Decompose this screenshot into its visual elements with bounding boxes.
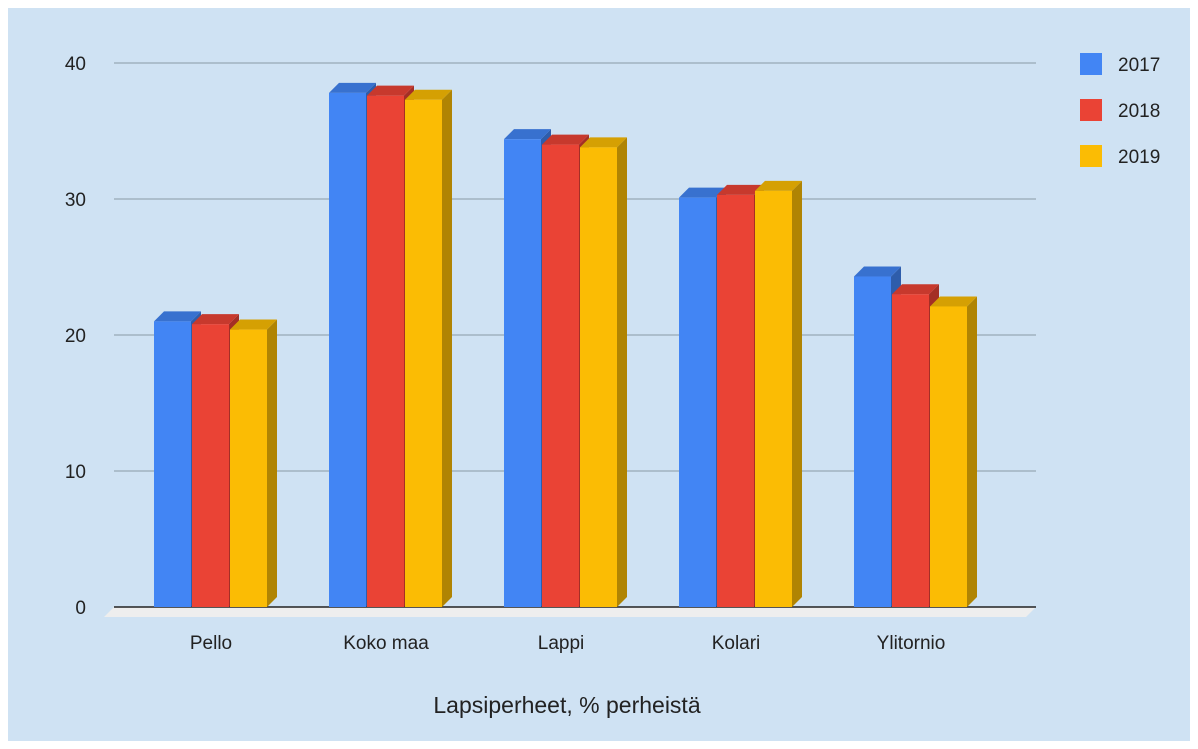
legend-label: 2018 xyxy=(1118,101,1160,122)
legend-item: 2018 xyxy=(1080,99,1160,122)
y-tick-label: 30 xyxy=(65,190,86,211)
y-tick-label: 40 xyxy=(65,54,86,75)
bar xyxy=(230,319,277,607)
bar xyxy=(930,296,977,607)
plot-floor xyxy=(104,607,1036,617)
x-tick-label: Lappi xyxy=(538,633,585,654)
legend-item: 2017 xyxy=(1080,53,1160,76)
x-tick-label: Pello xyxy=(190,633,232,654)
legend-swatch xyxy=(1080,53,1102,75)
bar xyxy=(580,137,627,607)
y-tick-label: 20 xyxy=(65,326,86,347)
bar xyxy=(755,180,802,607)
y-tick-label: 0 xyxy=(75,598,86,619)
x-tick-label: Ylitornio xyxy=(877,633,946,654)
x-tick-label: Koko maa xyxy=(343,633,429,654)
x-axis-title: Lapsiperheet, % perheistä xyxy=(433,692,700,718)
legend-swatch xyxy=(1080,145,1102,167)
legend-label: 2017 xyxy=(1118,55,1160,76)
y-tick-label: 10 xyxy=(65,462,86,483)
legend-swatch xyxy=(1080,99,1102,121)
x-tick-label: Kolari xyxy=(712,633,761,654)
chart-area: 0 10 20 30 40 Pello Koko maa Lappi Kolari Ylitor… xyxy=(8,8,1190,741)
legend-label: 2019 xyxy=(1118,147,1160,168)
bar-chart: 0 10 20 30 40 Pello Koko maa Lappi Kolari Ylitor… xyxy=(65,53,1160,718)
bar xyxy=(405,89,452,608)
legend-item: 2019 xyxy=(1080,145,1160,168)
